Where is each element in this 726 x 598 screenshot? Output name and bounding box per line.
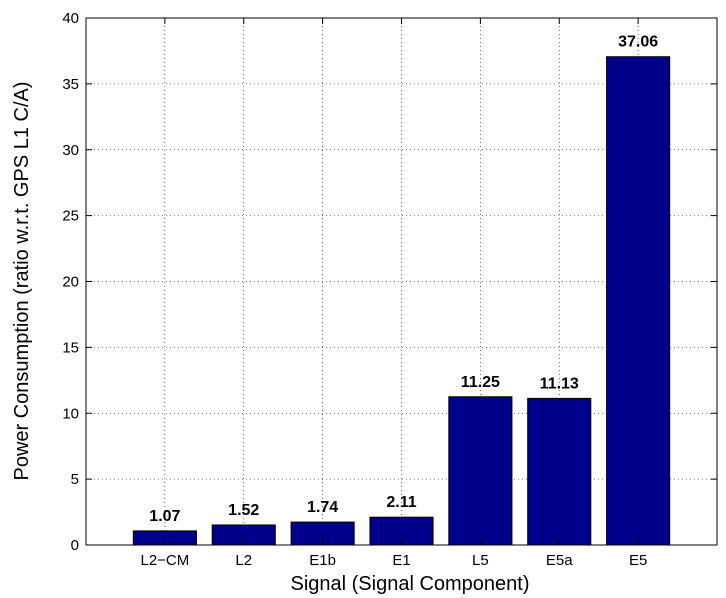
x-tick-label: E1b [309,552,336,569]
x-tick-label: L5 [472,552,489,569]
bar-value-label: 11.13 [540,375,579,392]
bar-e5a [527,397,592,546]
bar-value-label: 1.07 [149,508,180,525]
y-tick-label: 30 [62,142,79,159]
x-axis-title: Signal (Signal Component) [290,573,529,595]
bar-value-label: 37.06 [618,34,658,51]
bar-value-label: 1.52 [228,502,259,519]
x-tick-label: E5a [546,552,573,569]
x-tick-label: E5 [629,552,647,569]
bar-value-label: 11.25 [461,374,500,391]
axis-layer [85,17,718,546]
plot-frame [85,17,718,546]
y-tick-label: 10 [62,405,79,422]
y-tick-label: 25 [62,208,79,225]
y-tick-label: 5 [71,471,79,488]
x-tick-label: L2 [235,552,252,569]
y-tick-label: 15 [62,339,79,356]
x-tick-label: E1 [392,552,410,569]
y-tick-label: 0 [71,537,79,554]
x-tick-label: L2−CM [140,552,189,569]
bar-value-label: 1.74 [307,499,338,516]
y-axis-title: Power Consumption (ratio w.r.t. GPS L1 C… [11,81,33,480]
bar-value-label: 2.11 [386,494,416,511]
y-tick-label: 20 [62,274,79,291]
bar-layer [132,56,671,546]
y-tick-label: 40 [62,10,79,27]
bar-e5 [606,56,671,546]
bar-l5 [448,396,513,546]
label-layer: 0 5 10 15 20 25 30 35 40 1.07 L2−CM 1.52 L2 1.74 E1b 2.… [62,10,658,569]
y-tick-label: 35 [62,76,79,93]
